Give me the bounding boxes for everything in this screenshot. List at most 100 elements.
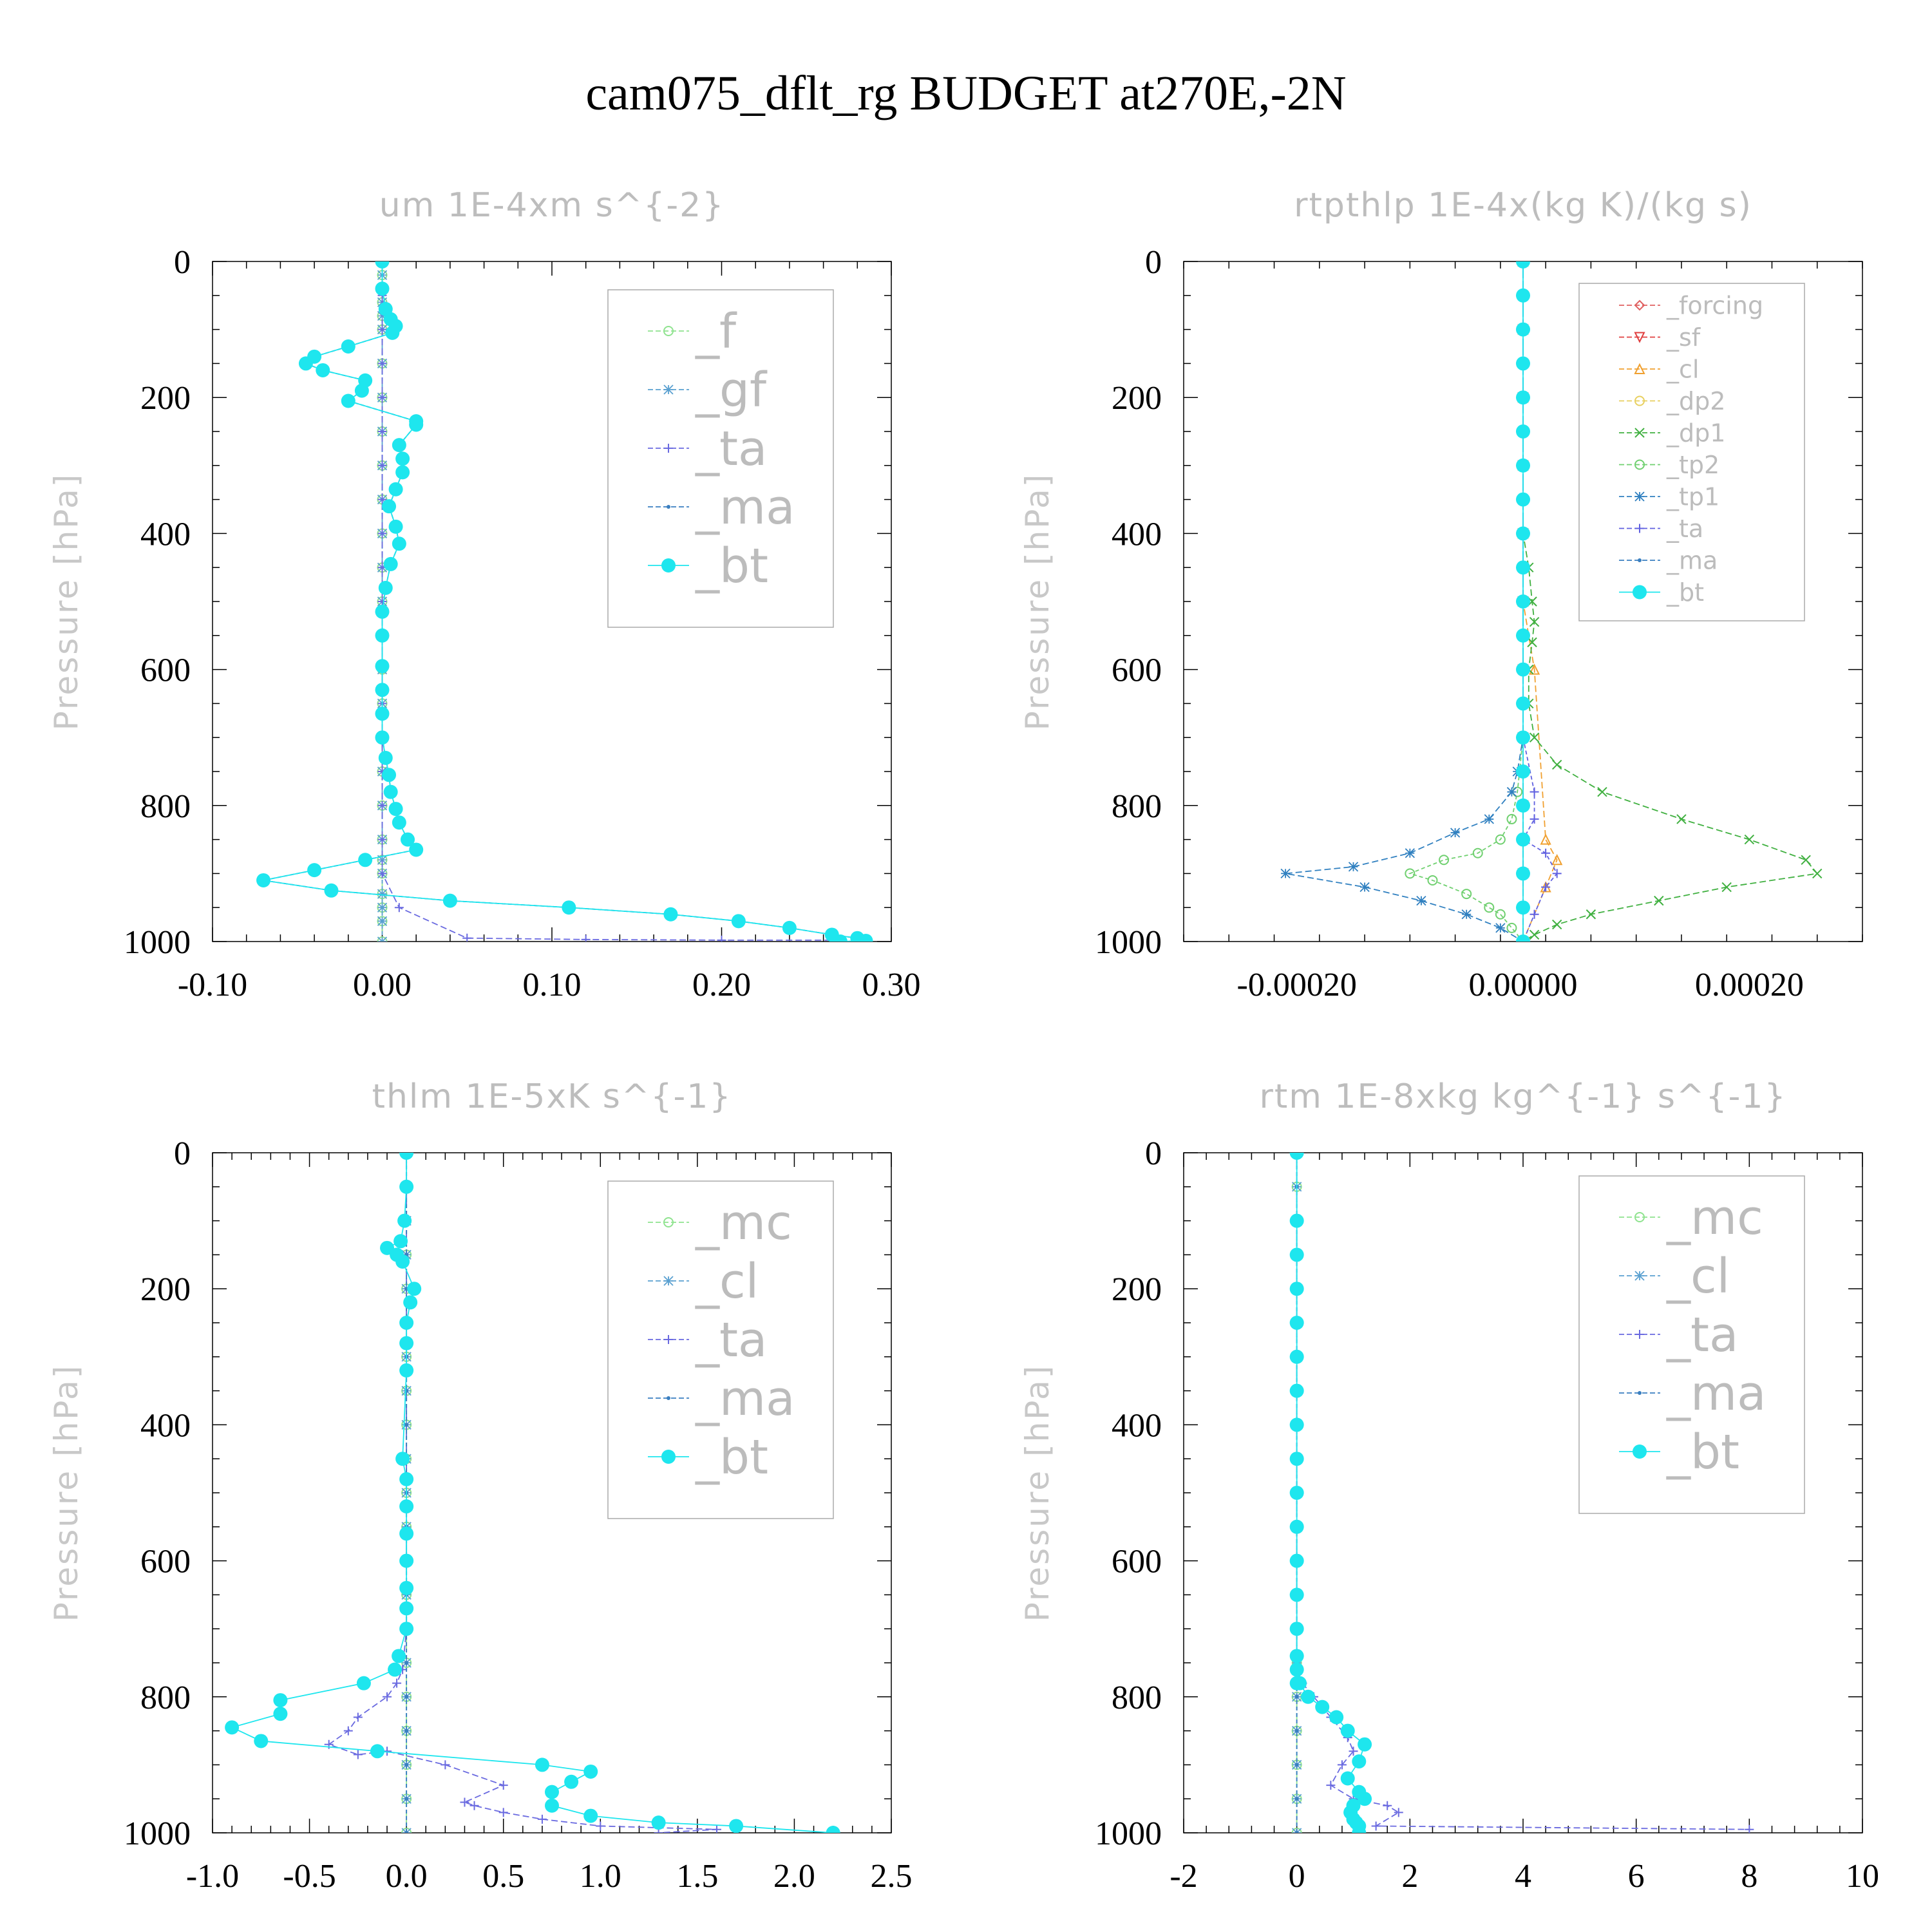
legend-marker: [1634, 491, 1645, 502]
legend-entry: _bt: [695, 1430, 768, 1485]
data-point: [1294, 1694, 1299, 1699]
legend-marker: [1633, 1444, 1647, 1459]
data-point: [1383, 1801, 1392, 1810]
data-point: [324, 883, 339, 898]
data-point: [1315, 1700, 1330, 1714]
data-point: [1516, 356, 1530, 371]
data-point: [1352, 1826, 1367, 1833]
legend-entry: _ta: [1666, 1307, 1738, 1363]
data-point: [254, 1734, 269, 1748]
data-point: [377, 800, 387, 810]
data-point: [403, 1295, 418, 1310]
data-point: [712, 1824, 721, 1833]
x-tick-label: -0.5: [283, 1858, 336, 1895]
data-point: [377, 902, 388, 913]
legend-box: [1578, 283, 1805, 621]
data-point: [404, 1763, 409, 1767]
legend-entry: _mc: [1666, 1190, 1763, 1245]
legend-entry: _ma: [1666, 1366, 1766, 1421]
legend-marker: [1634, 428, 1645, 438]
y-tick-label: 1000: [124, 924, 191, 961]
data-point: [388, 519, 403, 534]
y-tick-label: 800: [1112, 1680, 1162, 1716]
data-point: [307, 863, 322, 878]
legend-marker: [664, 444, 673, 453]
data-point: [1516, 866, 1530, 881]
y-tick-label: 1000: [1095, 924, 1162, 961]
legend-entry: _bt: [1666, 1425, 1739, 1480]
chart-panel-3: thlm 1E-5xK s^{-1} 0 200 400 600 800 1000 -1.0 -…: [48, 1077, 913, 1895]
data-point: [1427, 875, 1438, 886]
x-tick-label: 8: [1741, 1858, 1757, 1895]
data-point: [273, 1707, 288, 1721]
x-tick-label: -2: [1170, 1858, 1197, 1895]
data-point: [545, 1798, 559, 1813]
y-tick-label: 800: [140, 788, 191, 825]
legend-marker: [663, 1217, 674, 1227]
data-point: [377, 427, 387, 436]
data-point: [1541, 848, 1551, 858]
legend-marker: [663, 1276, 674, 1286]
legend-marker: [1634, 1212, 1645, 1222]
data-point: [341, 339, 355, 354]
data-point: [356, 1676, 371, 1690]
y-axis-label: Pressure [hPa]: [48, 1364, 85, 1622]
series-layer: [256, 261, 873, 942]
data-point: [1586, 909, 1596, 920]
data-point: [377, 835, 387, 844]
data-point: [1289, 1519, 1304, 1534]
legend-entry: _cl: [1666, 355, 1699, 383]
data-point: [407, 1282, 422, 1296]
data-point: [399, 1553, 414, 1568]
data-point: [1551, 854, 1563, 866]
data-point: [1530, 814, 1539, 824]
y-tick-label: 0: [174, 244, 191, 281]
series-line: [1408, 261, 1524, 942]
data-point: [341, 393, 355, 408]
data-point: [1294, 1763, 1299, 1767]
data-point: [1294, 1728, 1299, 1733]
data-point: [1371, 1821, 1381, 1831]
legend-entry: _dp1: [1666, 419, 1725, 447]
data-point: [498, 1808, 508, 1817]
data-point: [1289, 1383, 1304, 1398]
data-point: [1349, 1747, 1358, 1756]
subplot-title: rtpthlp 1E-4x(kg K)/(kg s): [1294, 186, 1752, 225]
data-point: [404, 1661, 409, 1665]
legend-marker: [1634, 332, 1645, 343]
data-point: [1506, 813, 1517, 824]
data-point: [1528, 663, 1540, 675]
data-point: [1597, 786, 1607, 797]
x-tick-label: 6: [1628, 1858, 1645, 1895]
data-point: [1495, 909, 1506, 920]
data-point: [1329, 1710, 1344, 1725]
data-point: [1529, 616, 1540, 627]
data-point: [1527, 637, 1537, 648]
data-point: [1516, 261, 1530, 269]
legend-marker: [663, 326, 674, 336]
legend-entry: _dp2: [1666, 387, 1725, 415]
data-point: [316, 363, 330, 377]
data-point: [377, 495, 387, 504]
data-point: [1484, 814, 1494, 824]
data-point: [404, 1423, 409, 1427]
data-point: [1516, 322, 1530, 337]
x-tick-label: 2: [1401, 1858, 1418, 1895]
data-point: [1516, 526, 1530, 541]
data-point: [731, 914, 746, 929]
data-point: [581, 934, 591, 942]
legend-marker: [1635, 524, 1644, 533]
data-point: [583, 1808, 598, 1823]
legend-marker: [1634, 395, 1645, 406]
data-point: [399, 1472, 414, 1486]
data-point: [498, 1781, 508, 1790]
data-point: [782, 920, 797, 935]
y-tick-label: 800: [140, 1680, 191, 1716]
data-point: [256, 873, 271, 887]
legend-box: [607, 1180, 834, 1519]
legend-entry: _bt: [1666, 578, 1704, 607]
data-point: [404, 1797, 409, 1801]
data-point: [460, 1797, 469, 1807]
x-tick-label: 10: [1846, 1858, 1879, 1895]
data-point: [1289, 1587, 1304, 1602]
